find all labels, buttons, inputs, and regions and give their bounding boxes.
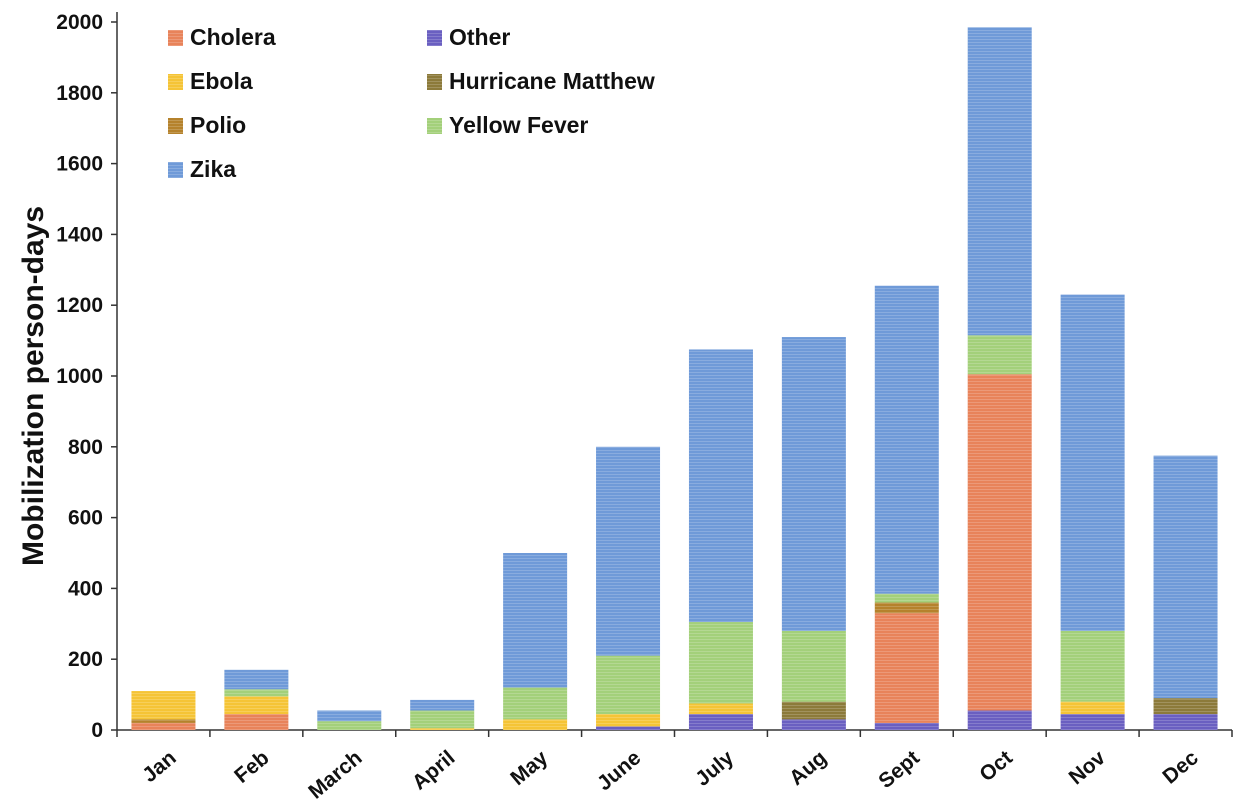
bar-segment-texture [131,719,196,723]
legend-swatch-texture [168,74,183,90]
bar-segment-texture [874,722,939,730]
bar-segment-texture [1153,714,1218,730]
bar-segment-texture [1060,294,1125,631]
bar-segment-texture [967,710,1032,730]
x-tick-label: June [593,746,645,795]
x-tick-label: March [304,746,366,803]
bar-segment-texture [1060,714,1125,730]
bar-segment-texture [1060,701,1125,715]
y-tick-label: 1800 [56,82,103,105]
bar-segment-texture [503,687,568,720]
bar-segment-texture [224,689,289,697]
y-tick-label: 200 [68,648,103,671]
bar-segment-texture [688,622,753,704]
legend-swatch-texture [168,30,183,46]
y-tick-label: 600 [68,507,103,530]
x-tick-label: Sept [874,746,924,793]
bar-segment-texture [874,593,939,603]
x-tick-label: July [691,746,738,791]
legend-label: Hurricane Matthew [449,68,655,94]
bars [131,27,1218,730]
y-tick-label: 1400 [56,223,103,246]
bar-segment-texture [874,602,939,614]
x-tick-label: Feb [230,746,273,788]
bar-segment-texture [781,719,846,730]
legend-swatch-texture [427,74,442,90]
bar-segment-texture [131,722,196,730]
legend-label: Ebola [190,68,253,94]
y-tick-label: 1600 [56,153,103,176]
legend-label: Other [449,24,510,50]
legend-swatch-texture [427,30,442,46]
y-tick-label: 800 [68,436,103,459]
bar-segment-texture [317,721,382,730]
bar-segment-texture [503,719,568,730]
bar-segment-texture [596,726,661,730]
bar-segment-texture [131,691,196,720]
bar-segment-texture [967,374,1032,711]
bar-segment-texture [967,27,1032,336]
bar-segment-texture [1153,455,1218,699]
x-tick-label: Aug [785,746,831,790]
x-axis: Jan Feb March April May June July Aug Sept Oct Nov… [116,729,1233,804]
bar-segment-texture [967,335,1032,375]
bar-segment-texture [410,710,475,729]
y-axis: 0 200 400 600 800 1000 1200 1400 1600 1800 2000 [56,11,118,742]
bar-segment-texture [224,696,289,715]
bar-segment-texture [781,337,846,631]
bar-segment-texture [688,714,753,730]
bar-segment-texture [688,349,753,623]
bar-segment-texture [1060,630,1125,702]
y-tick-label: 2000 [56,11,103,34]
legend-swatch-texture [427,118,442,134]
bar-segment-texture [1153,698,1218,715]
bar-segment-texture [596,655,661,715]
x-tick-label: May [506,746,552,790]
bar-segment-texture [874,613,939,723]
bar-segment-texture [317,710,382,722]
bar-segment-texture [410,728,475,730]
bar-segment-texture [874,285,939,594]
bar-segment-texture [781,630,846,702]
legend-label: Cholera [190,24,276,50]
bar-segment-texture [224,669,289,690]
y-tick-label: 1200 [56,294,103,317]
x-tick-label: Jan [138,746,181,787]
bar-segment-texture [781,701,846,720]
x-tick-label: Oct [975,746,1017,786]
y-tick-label: 400 [68,577,103,600]
bar-segment-texture [410,699,475,711]
x-tick-label: April [408,746,459,794]
legend-label: Polio [190,112,246,138]
x-tick-label: Dec [1158,746,1203,789]
legend-label: Yellow Fever [449,112,588,138]
y-axis-label: Mobilization person-days [17,206,50,566]
x-tick-label: Nov [1065,746,1110,789]
y-tick-label: 0 [91,719,103,742]
legend-label: Zika [190,156,236,182]
bar-segment-texture [224,714,289,730]
bar-segment-texture [596,714,661,727]
legend-swatch-texture [168,118,183,134]
y-tick-label: 1000 [56,365,103,388]
bar-segment-texture [503,553,568,688]
bar-segment-texture [688,703,753,715]
legend-swatch-texture [168,162,183,178]
bar-segment-texture [596,446,661,656]
legend: Cholera Other Ebola Hurricane Matthew Polio Y… [168,24,655,182]
